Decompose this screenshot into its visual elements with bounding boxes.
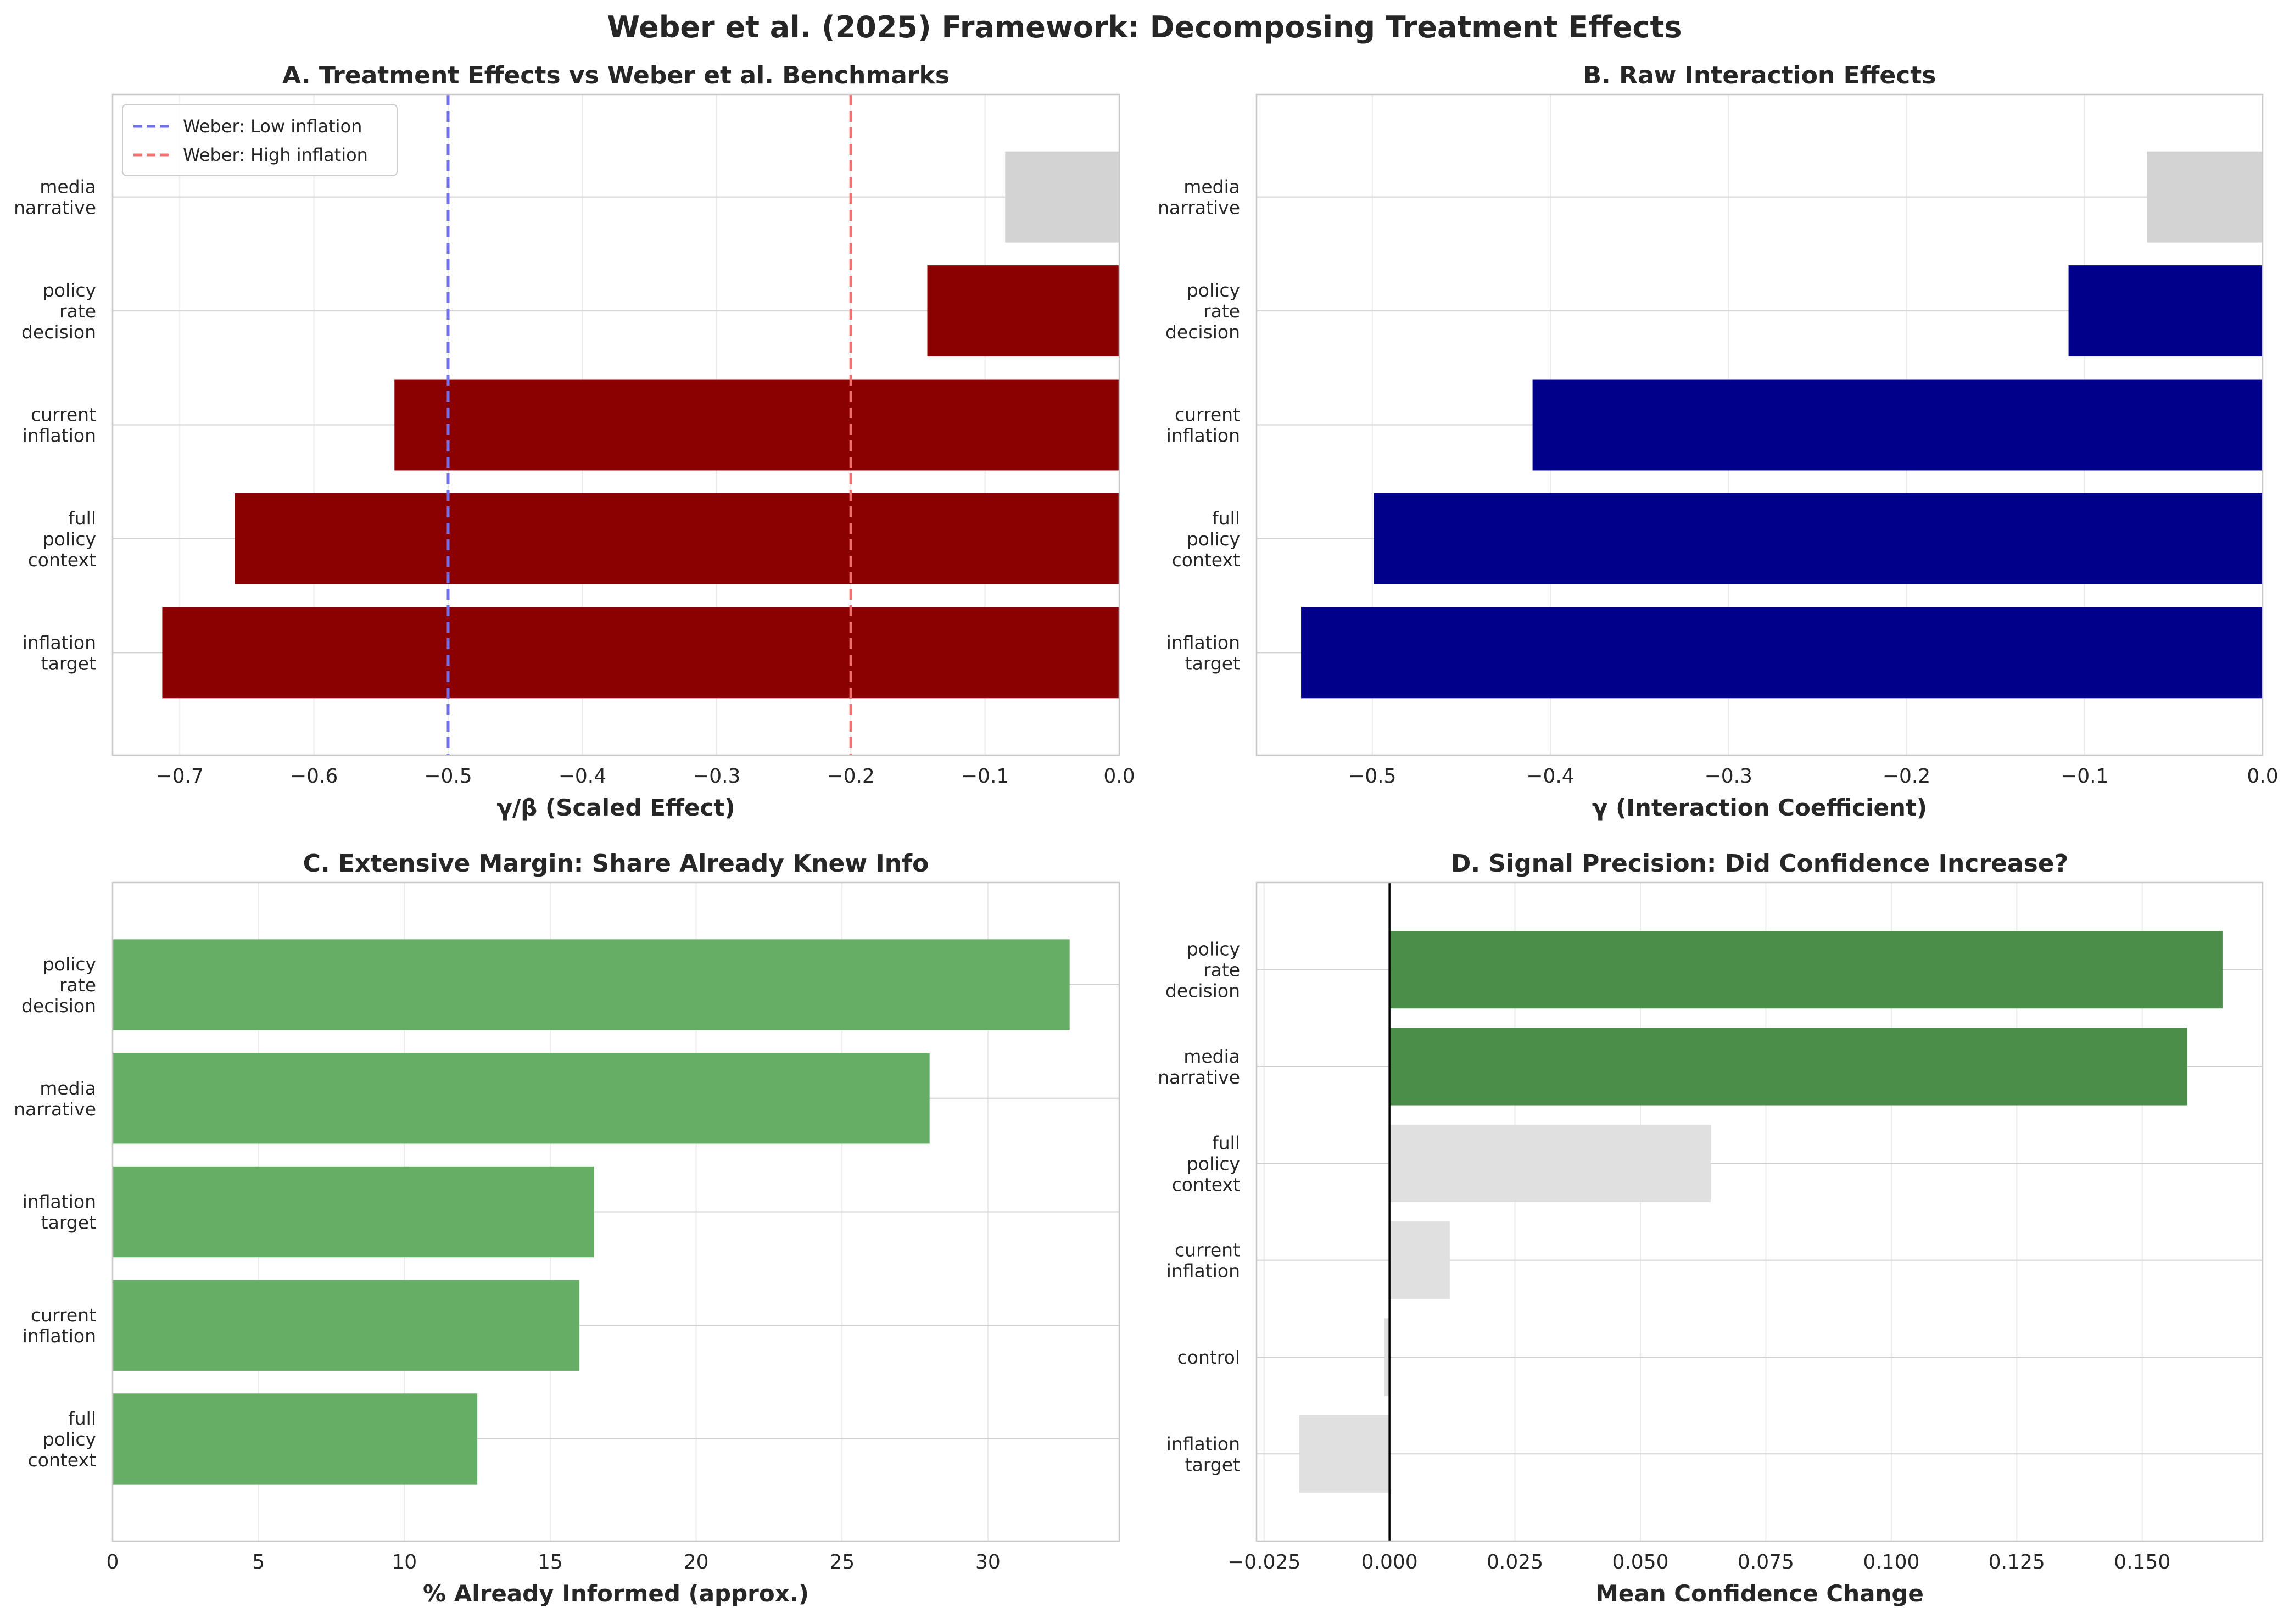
panel-a-y-label-policy-rate-decision: policy rate decision xyxy=(21,280,96,343)
panel-a-x-tick-label-1: −0.6 xyxy=(290,765,338,788)
panel-c-x-tick-label-6: 30 xyxy=(975,1551,1001,1573)
panel-a-bar-inflation-target xyxy=(162,607,1120,699)
panel-a-x-tick-label-0: −0.7 xyxy=(155,765,203,788)
panel-a-bar-current-inflation xyxy=(394,379,1119,471)
panel-c-bar-full-policy-context xyxy=(113,1393,478,1485)
panel-d-x-axis-label: Mean Confidence Change xyxy=(1595,1580,1924,1607)
panel-a-x-axis-label: γ/β (Scaled Effect) xyxy=(496,794,735,821)
panel-d-bar-full-policy-context xyxy=(1389,1124,1711,1202)
panel-b-x-tick-label-0: −0.5 xyxy=(1348,765,1396,788)
panel-b-frame xyxy=(1255,93,2264,756)
panel-b-x-tick-label-5: 0.0 xyxy=(2247,765,2278,788)
panel-b: −0.5 −0.4 −0.3 −0.2 −0.1 0.0 inflation target fu… xyxy=(1158,62,2278,821)
panel-c-x-tick-label-3: 15 xyxy=(538,1551,563,1573)
panel-b-bar-inflation-target xyxy=(1301,607,2263,699)
panel-c-x-tick-label-5: 25 xyxy=(829,1551,855,1573)
panel-a-y-label-full-policy-context: full policy context xyxy=(28,507,96,571)
panel-b-bar-media-narrative xyxy=(2147,151,2263,243)
panel-b-x-tick-label-2: −0.3 xyxy=(1705,765,1752,788)
panel-d-bar-policy-rate-decision xyxy=(1389,931,2223,1009)
panel-d-x-tick-label-1: 0.000 xyxy=(1361,1551,1418,1573)
panel-a-legend-label-1: Weber: High inflation xyxy=(183,144,368,165)
panel-b-y-label-policy-rate-decision: policy rate decision xyxy=(1165,280,1240,343)
panel-d-x-tick-label-3: 0.050 xyxy=(1612,1551,1668,1573)
panel-d-bar-inflation-target xyxy=(1299,1415,1390,1493)
panel-c-frame xyxy=(111,881,1120,1542)
panel-c-bar-media-narrative xyxy=(113,1053,930,1144)
panel-d-y-label-current-inflation: current inflation xyxy=(1166,1240,1240,1282)
panel-c-bar-current-inflation xyxy=(113,1280,580,1371)
panel-a-bar-media-narrative xyxy=(1005,151,1119,243)
panel-d-title: D. Signal Precision: Did Confidence Incr… xyxy=(1451,850,2068,878)
panel-a-x-tick-label-6: −0.1 xyxy=(961,765,1009,788)
figure-title: Weber et al. (2025) Framework: Decomposi… xyxy=(607,10,1682,44)
panel-a-x-tick-label-5: −0.2 xyxy=(827,765,874,788)
panel-c-y-label-inflation-target: inflation target xyxy=(23,1191,96,1234)
panel-b-bar-full-policy-context xyxy=(1374,493,2263,584)
panel-a-bar-policy-rate-decision xyxy=(927,265,1119,357)
panel-d-y-label-control: control xyxy=(1177,1347,1240,1368)
panel-b-y-label-full-policy-context: full policy context xyxy=(1172,507,1240,571)
panel-a-legend-label-0: Weber: Low inflation xyxy=(183,116,362,137)
panel-d-y-label-inflation-target: inflation target xyxy=(1166,1433,1240,1475)
panel-a-legend-box xyxy=(122,104,398,176)
panel-c-bar-policy-rate-decision xyxy=(113,939,1070,1030)
panel-a-x-tick-label-4: −0.3 xyxy=(693,765,740,788)
panel-d-y-label-media-narrative: media narrative xyxy=(1158,1046,1240,1088)
panel-c-y-label-current-inflation: current inflation xyxy=(23,1304,96,1347)
panel-d-bar-current-inflation xyxy=(1389,1221,1450,1299)
panel-b-title: B. Raw Interaction Effects xyxy=(1583,62,1936,90)
panel-d-frame xyxy=(1255,881,2264,1542)
panel-d-x-tick-label-6: 0.125 xyxy=(1989,1551,2045,1573)
panel-a-bar-full-policy-context xyxy=(235,493,1119,584)
panel-b-x-axis-label: γ (Interaction Coefficient) xyxy=(1592,794,1927,821)
panel-a-y-label-media-narrative: media narrative xyxy=(14,176,96,219)
panel-d-x-tick-label-0: −0.025 xyxy=(1227,1551,1300,1573)
panel-d-y-label-policy-rate-decision: policy rate decision xyxy=(1165,939,1240,1002)
panel-b-y-label-media-narrative: media narrative xyxy=(1158,176,1240,219)
panel-d-x-tick-label-7: 0.150 xyxy=(2114,1551,2170,1573)
panel-d-bar-control xyxy=(1384,1318,1390,1396)
panel-c-y-label-policy-rate-decision: policy rate decision xyxy=(21,953,96,1017)
panel-d-x-tick-label-4: 0.075 xyxy=(1738,1551,1794,1573)
panel-c-x-tick-label-0: 0 xyxy=(107,1551,119,1573)
panel-c-y-label-full-policy-context: full policy context xyxy=(28,1408,96,1471)
panel-b-bar-current-inflation xyxy=(1532,379,2263,471)
panel-d-bar-media-narrative xyxy=(1389,1028,2187,1106)
panel-d-x-tick-label-5: 0.100 xyxy=(1863,1551,1919,1573)
panel-a-frame xyxy=(111,93,1120,756)
panel-a-x-tick-label-3: −0.4 xyxy=(559,765,606,788)
panel-a-legend: Weber: Low inflation Weber: High inflatio… xyxy=(122,104,398,176)
panel-b-x-tick-label-4: −0.1 xyxy=(2061,765,2108,788)
panel-c: 0 5 10 15 20 25 30 full policy context current infl… xyxy=(14,850,1120,1607)
panel-b-y-label-inflation-target: inflation target xyxy=(1166,632,1240,674)
panel-b-x-tick-label-3: −0.2 xyxy=(1883,765,1930,788)
panel-a-x-tick-label-7: 0.0 xyxy=(1103,765,1135,788)
panel-a-y-label-inflation-target: inflation target xyxy=(23,632,96,674)
panel-c-x-tick-label-1: 5 xyxy=(252,1551,265,1573)
panel-a-x-tick-label-2: −0.5 xyxy=(424,765,472,788)
panel-b-y-label-current-inflation: current inflation xyxy=(1166,404,1240,447)
panel-c-x-tick-label-4: 20 xyxy=(684,1551,709,1573)
panel-a-title: A. Treatment Effects vs Weber et al. Ben… xyxy=(282,62,950,90)
panel-c-x-tick-label-2: 10 xyxy=(392,1551,417,1573)
panel-a-y-label-current-inflation: current inflation xyxy=(23,404,96,447)
panel-d: −0.025 0.000 0.025 0.050 0.075 0.100 0.125 0.15… xyxy=(1158,850,2264,1607)
panel-a: −0.7 −0.6 −0.5 −0.4 −0.3 −0.2 −0.1 0.0 inflation… xyxy=(14,62,1135,821)
panel-c-x-axis-label: % Already Informed (approx.) xyxy=(423,1580,809,1607)
panel-c-title: C. Extensive Margin: Share Already Knew … xyxy=(303,850,929,878)
panel-d-x-tick-label-2: 0.025 xyxy=(1487,1551,1543,1573)
panel-c-bar-inflation-target xyxy=(113,1166,594,1258)
panel-b-bar-policy-rate-decision xyxy=(2068,265,2263,357)
panel-c-y-label-media-narrative: media narrative xyxy=(14,1078,96,1120)
panel-b-x-tick-label-1: −0.4 xyxy=(1526,765,1574,788)
panel-d-y-label-full-policy-context: full policy context xyxy=(1172,1132,1240,1195)
